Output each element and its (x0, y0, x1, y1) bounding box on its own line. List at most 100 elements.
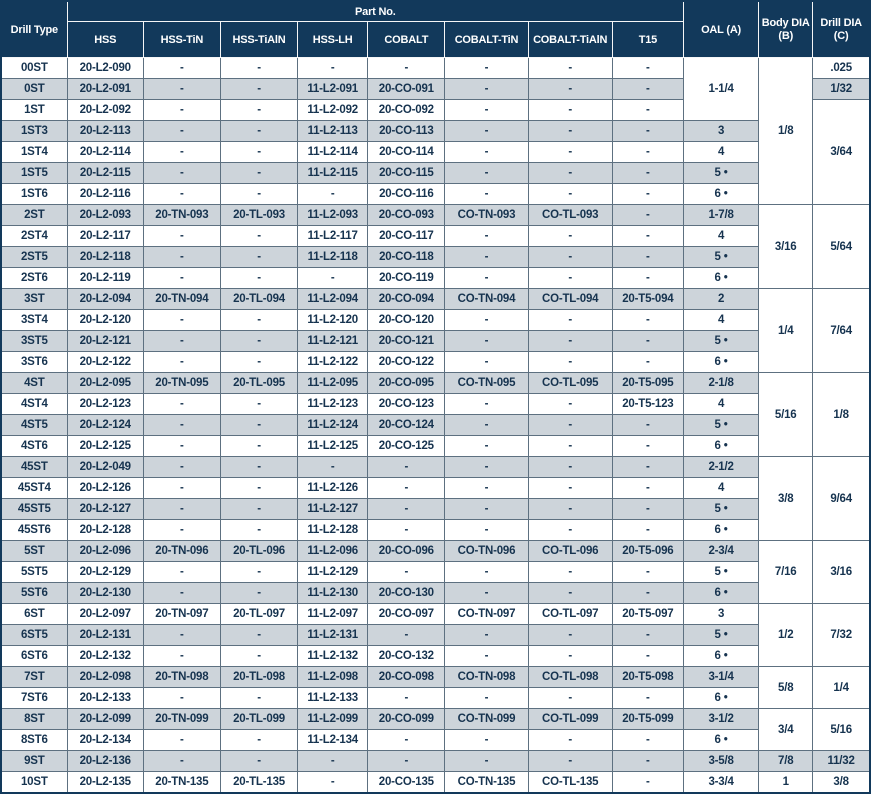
part-no-cell: - (444, 267, 529, 289)
drill-type-cell: 3ST6 (0, 351, 68, 373)
part-no-cell: 20-TN-094 (142, 288, 221, 310)
table-body: 00ST 20-L2-090- - - - - - -1-1/4 1/8.025 0ST 20-L2… (0, 57, 871, 794)
col-header-drill-dia: Drill DIA (C) (812, 0, 871, 58)
part-no-cell: 11-L2-123 (297, 393, 369, 415)
part-no-cell: - (527, 519, 613, 541)
part-no-cell: - (611, 729, 684, 751)
part-no-cell: 20-L2-120 (66, 309, 144, 331)
part-no-cell: - (611, 204, 684, 226)
drill-type-cell: 2ST (0, 204, 68, 226)
col-header-cobalt-tialn: COBALT-TiAlN (527, 21, 613, 58)
part-no-cell: 11-L2-118 (297, 246, 369, 268)
part-no-cell: - (527, 57, 613, 79)
body-dia-cell: 1 (758, 771, 814, 794)
table-row: 3ST4 20-L2-120- -11-L2-120 20-CO-120- - -4 (0, 309, 870, 331)
part-no-cell: - (444, 246, 529, 268)
part-no-cell: - (444, 456, 529, 478)
table-row: 5ST5 20-L2-129- -11-L2-129- - - -5 • (0, 561, 870, 583)
part-no-cell: - (219, 414, 299, 436)
part-no-cell: 20-TL-093 (219, 204, 299, 226)
table-row: 9ST 20-L2-136- - - - - - -3-5/8 7/8 11/32 (0, 750, 871, 772)
part-no-cell: - (611, 57, 684, 79)
part-no-cell: 20-L2-113 (66, 120, 144, 142)
part-no-cell: 20-L2-049 (66, 456, 144, 478)
part-no-cell: - (611, 246, 684, 268)
table-row: 8ST 20-L2-099 20-TN-099 20-TL-099 11-L2-099 2… (0, 708, 871, 751)
drill-type-cell: 10ST (0, 771, 68, 794)
table-row: 1ST4 20-L2-114- -11-L2-114 20-CO-114- - -4 (0, 141, 870, 163)
body-dia-cell: 7/16 (758, 540, 814, 604)
part-no-cell: - (142, 519, 221, 541)
part-no-cell: 20-L2-127 (66, 498, 144, 520)
drill-type-cell: 00ST (0, 57, 68, 79)
part-no-cell: CO-TN-096 (444, 540, 529, 562)
oal-cell: 1-1/4 (682, 57, 760, 121)
part-no-cell: - (367, 477, 446, 499)
drill-type-cell: 3ST (0, 288, 68, 310)
part-no-cell: - (527, 456, 613, 478)
part-no-cell: 20-T5-099 (611, 708, 684, 730)
part-no-cell: - (527, 645, 613, 667)
part-no-cell: - (444, 351, 529, 373)
part-no-cell: - (444, 477, 529, 499)
part-no-cell: - (142, 414, 221, 436)
part-no-cell: - (142, 456, 221, 478)
part-no-cell: - (527, 78, 613, 100)
part-no-cell: - (142, 750, 221, 772)
part-no-cell: - (219, 162, 299, 184)
part-no-cell: - (219, 729, 299, 751)
part-no-cell: - (142, 57, 221, 79)
part-no-cell: 20-L2-126 (66, 477, 144, 499)
part-no-cell: CO-TL-135 (527, 771, 613, 794)
part-no-cell: - (611, 267, 684, 289)
oal-cell: 4 (682, 141, 760, 163)
drill-type-cell: 2ST4 (0, 225, 68, 247)
body-dia-cell: 1/4 (758, 288, 814, 373)
part-no-cell: 20-TL-097 (219, 603, 299, 625)
oal-cell: 6 • (682, 351, 760, 373)
part-no-cell: - (142, 267, 221, 289)
part-no-cell: - (611, 309, 684, 331)
oal-cell: 6 • (682, 687, 760, 709)
drill-type-cell: 2ST5 (0, 246, 68, 268)
part-no-cell: - (527, 141, 613, 163)
part-no-cell: - (297, 750, 369, 772)
part-no-cell: - (611, 225, 684, 247)
part-no-cell: 20-L2-136 (66, 750, 144, 772)
body-dia-cell: 5/8 (758, 666, 814, 709)
part-no-cell: CO-TL-097 (527, 603, 613, 625)
part-no-cell: 11-L2-114 (297, 141, 369, 163)
part-no-cell: 20-TL-094 (219, 288, 299, 310)
part-no-cell: 20-CO-116 (367, 183, 446, 205)
part-no-cell: 11-L2-122 (297, 351, 369, 373)
part-no-cell: - (444, 645, 529, 667)
part-no-cell: 20-TL-135 (219, 771, 299, 794)
part-no-cell: 20-CO-095 (367, 372, 446, 394)
part-no-cell: 20-L2-096 (66, 540, 144, 562)
drill-dia-cell: 3/16 (812, 540, 871, 604)
part-no-cell: 11-L2-098 (297, 666, 369, 688)
part-no-cell: CO-TN-098 (444, 666, 529, 688)
table-row: 1ST 20-L2-092- -11-L2-092 20-CO-092- - -3/64 (0, 99, 871, 205)
part-no-cell: - (219, 183, 299, 205)
part-no-cell: - (367, 498, 446, 520)
table-row: 2ST6 20-L2-119- - -20-CO-119- - -6 • (0, 267, 870, 289)
part-no-cell: 20-TL-096 (219, 540, 299, 562)
part-no-cell: - (219, 225, 299, 247)
part-no-cell: 20-T5-098 (611, 666, 684, 688)
part-no-cell: - (142, 330, 221, 352)
part-no-cell: - (219, 246, 299, 268)
part-no-cell: - (367, 729, 446, 751)
table-row: 4ST 20-L2-095 20-TN-095 20-TL-095 11-L2-095 2… (0, 372, 871, 457)
part-no-cell: - (142, 99, 221, 121)
part-no-cell: - (142, 582, 221, 604)
part-no-cell: 20-TN-097 (142, 603, 221, 625)
part-no-cell: 20-L2-093 (66, 204, 144, 226)
drill-dia-cell: 1/32 (812, 78, 871, 100)
part-no-cell: 20-CO-099 (367, 708, 446, 730)
part-no-cell: 20-CO-122 (367, 351, 446, 373)
drill-type-cell: 0ST (0, 78, 68, 100)
table-row: 2ST5 20-L2-118- -11-L2-118 20-CO-118- - -5 • (0, 246, 870, 268)
part-no-cell: 20-CO-130 (367, 582, 446, 604)
part-no-cell: 11-L2-120 (297, 309, 369, 331)
